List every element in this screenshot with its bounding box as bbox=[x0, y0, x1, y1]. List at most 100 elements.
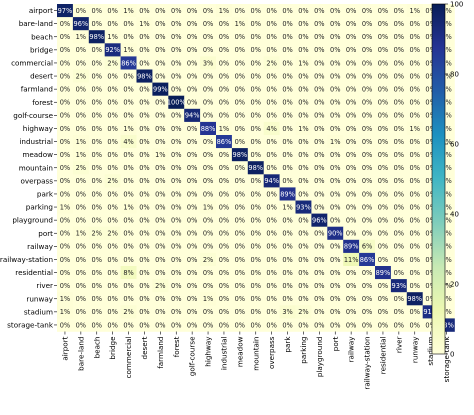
heatmap-cell-label: 0% bbox=[378, 256, 388, 264]
heatmap-cell bbox=[231, 30, 249, 44]
heatmap-cell-label: 0% bbox=[362, 46, 372, 54]
y-tick-label: farmland bbox=[21, 85, 53, 94]
x-tick-label: commercial bbox=[124, 336, 133, 378]
heatmap-cell bbox=[406, 187, 423, 201]
heatmap-cell-label: 0% bbox=[441, 216, 451, 224]
heatmap-cell-label: 0% bbox=[235, 85, 245, 93]
heatmap-cell bbox=[104, 108, 121, 123]
heatmap-cell-label: 0% bbox=[425, 177, 435, 185]
heatmap-cell-label: 1% bbox=[76, 138, 86, 146]
heatmap-cell-label: 0% bbox=[107, 256, 117, 264]
heatmap-cell-label: 0% bbox=[219, 20, 229, 28]
heatmap-cell bbox=[295, 56, 312, 70]
heatmap-cell-label: 0% bbox=[60, 33, 70, 41]
heatmap-cell bbox=[247, 82, 264, 96]
heatmap-cell bbox=[120, 200, 137, 214]
heatmap-cell-label: 0% bbox=[346, 85, 356, 93]
heatmap-cell-label: 0% bbox=[251, 7, 261, 15]
heatmap-cell-label: 0% bbox=[92, 112, 102, 120]
heatmap-cell-label: 0% bbox=[251, 138, 261, 146]
heatmap-cell-label: 0% bbox=[203, 269, 213, 277]
heatmap-cell bbox=[168, 239, 185, 254]
heatmap-cell-label: 0% bbox=[235, 308, 245, 316]
heatmap-cell bbox=[168, 200, 185, 214]
heatmap-cell-label: 98% bbox=[248, 164, 263, 172]
heatmap-cell bbox=[390, 135, 408, 149]
heatmap-cell bbox=[359, 292, 376, 306]
heatmap-cell bbox=[327, 4, 344, 18]
heatmap-cell-label: 0% bbox=[314, 72, 324, 80]
heatmap-cell-label: 0% bbox=[171, 269, 181, 277]
heatmap-cell bbox=[263, 213, 280, 227]
heatmap-cell bbox=[72, 121, 90, 136]
heatmap-cell bbox=[390, 30, 408, 44]
heatmap-cell-label: 0% bbox=[314, 295, 324, 303]
heatmap-cell bbox=[88, 17, 105, 31]
x-tick-label: railway-station bbox=[363, 337, 372, 390]
heatmap-cell-label: 0% bbox=[76, 308, 86, 316]
heatmap-cell bbox=[295, 135, 312, 149]
heatmap-cell-label: 0% bbox=[410, 99, 420, 107]
heatmap-cell bbox=[184, 69, 201, 83]
heatmap-cell bbox=[375, 279, 392, 293]
heatmap-cell bbox=[72, 82, 90, 96]
heatmap-cell bbox=[104, 4, 121, 18]
heatmap-cell bbox=[375, 174, 392, 188]
heatmap-cell bbox=[231, 108, 249, 123]
heatmap-cell-label: 0% bbox=[171, 230, 181, 238]
heatmap-cell bbox=[406, 226, 423, 241]
heatmap-cell-label: 0% bbox=[60, 282, 70, 290]
heatmap-cell-label: 94% bbox=[185, 112, 200, 120]
heatmap-cell bbox=[57, 69, 74, 83]
heatmap-cell bbox=[136, 318, 153, 332]
heatmap-cell-label: 0% bbox=[362, 230, 372, 238]
heatmap-cell bbox=[263, 174, 280, 188]
heatmap-cell-label: 0% bbox=[92, 177, 102, 185]
heatmap-cell-label: 0% bbox=[187, 20, 197, 28]
heatmap-cell-label: 0% bbox=[92, 269, 102, 277]
x-tick-label: beach bbox=[92, 337, 101, 359]
heatmap-cell bbox=[168, 43, 185, 57]
heatmap-cell-label: 0% bbox=[139, 321, 149, 329]
heatmap-cell-label: 0% bbox=[298, 282, 308, 290]
heatmap-cell bbox=[231, 148, 249, 162]
heatmap-cell-label: 0% bbox=[378, 20, 388, 28]
heatmap-cell bbox=[200, 226, 217, 241]
heatmap-cell-label: 0% bbox=[282, 256, 292, 264]
heatmap-cell-label: 0% bbox=[171, 138, 181, 146]
heatmap-cell bbox=[295, 292, 312, 306]
heatmap-cell bbox=[57, 226, 74, 241]
heatmap-cell-label: 0% bbox=[266, 308, 276, 316]
heatmap-cell bbox=[88, 95, 105, 110]
heatmap-cell bbox=[247, 30, 264, 44]
heatmap-cell-label: 0% bbox=[394, 7, 404, 15]
heatmap-cell-label: 0% bbox=[298, 243, 308, 251]
x-tick-label: forest bbox=[172, 336, 181, 357]
heatmap-cell bbox=[247, 252, 264, 267]
heatmap-cell-label: 0% bbox=[314, 164, 324, 172]
heatmap-cell-label: 0% bbox=[251, 59, 261, 67]
heatmap-cell-label: 0% bbox=[251, 99, 261, 107]
heatmap-cell bbox=[152, 161, 169, 175]
heatmap-cell bbox=[216, 187, 233, 201]
heatmap-cell bbox=[390, 200, 408, 214]
heatmap-cell bbox=[406, 292, 423, 306]
heatmap-cell bbox=[406, 69, 423, 83]
heatmap-cell bbox=[263, 252, 280, 267]
heatmap-cell bbox=[200, 305, 217, 319]
heatmap-cell-label: 0% bbox=[107, 125, 117, 133]
heatmap-cell bbox=[295, 213, 312, 227]
heatmap-cell-label: 0% bbox=[282, 125, 292, 133]
heatmap-cell bbox=[184, 17, 201, 31]
heatmap-cell bbox=[406, 95, 423, 110]
heatmap-cell-label: 0% bbox=[107, 203, 117, 211]
heatmap-cell-label: 0% bbox=[330, 33, 340, 41]
heatmap-cell bbox=[343, 4, 360, 18]
x-tick-label: river bbox=[394, 336, 403, 353]
heatmap-cell-label: 1% bbox=[203, 295, 213, 303]
heatmap-cell-label: 0% bbox=[203, 216, 213, 224]
heatmap-cell-label: 0% bbox=[314, 138, 324, 146]
heatmap-cell-label: 0% bbox=[314, 46, 324, 54]
heatmap-cell bbox=[263, 226, 280, 241]
heatmap-cell bbox=[120, 239, 137, 254]
